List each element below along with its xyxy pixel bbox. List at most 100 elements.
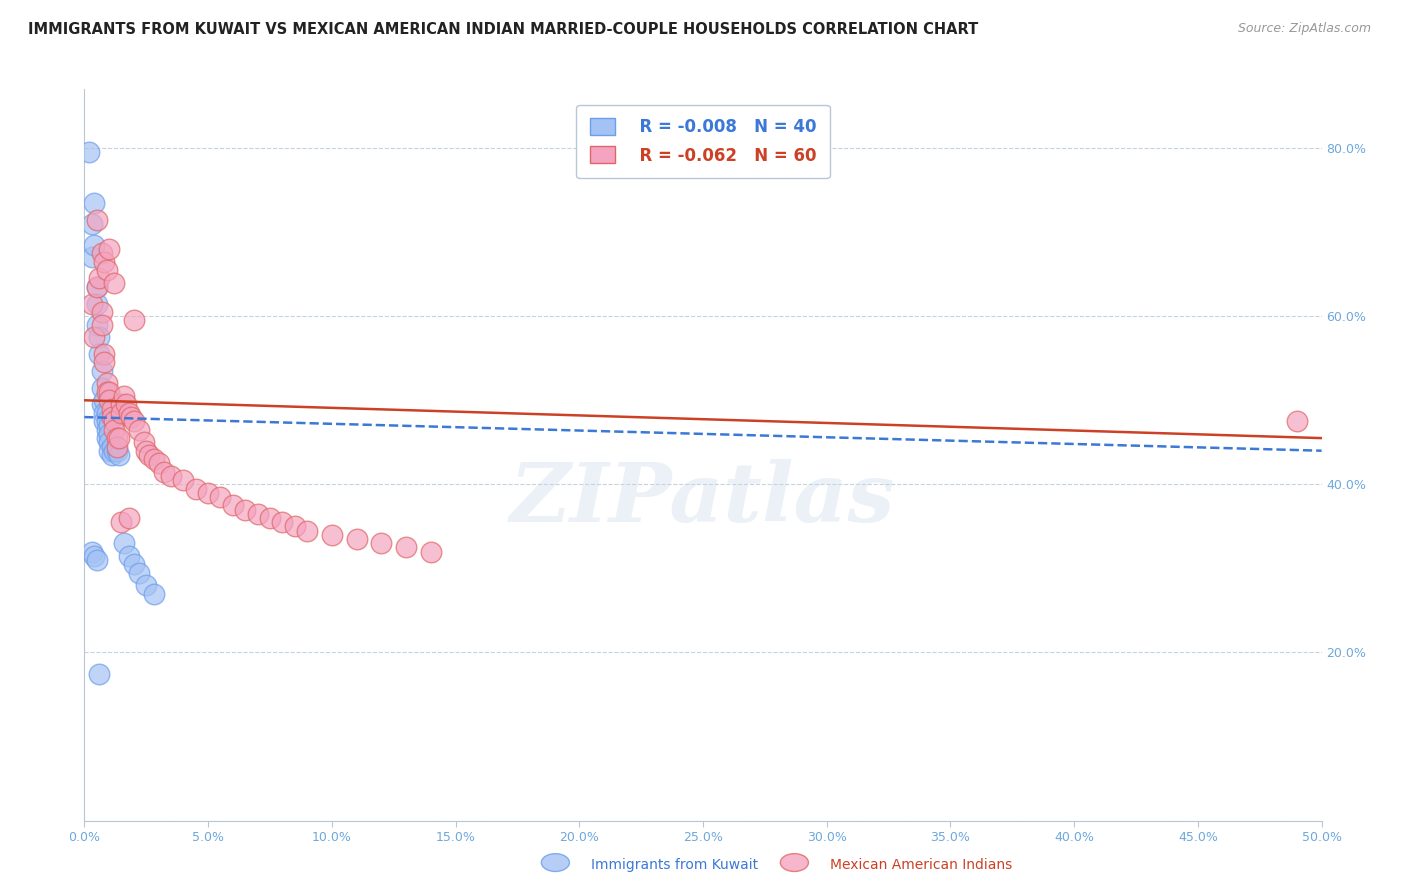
Point [90,318,112,332]
Point [370,536,392,550]
Point [96,384,118,399]
Point [321,528,343,542]
Point [128,566,150,580]
Point [118,406,141,420]
Point [295,524,318,538]
Point [105,440,128,454]
Text: IMMIGRANTS FROM KUWAIT VS MEXICAN AMERICAN INDIAN MARRIED-COUPLE HOUSEHOLDS CORR: IMMIGRANTS FROM KUWAIT VS MEXICAN AMERIC… [28,22,979,37]
Point [110,406,132,420]
Point [98,242,121,256]
Point [122,414,145,428]
Point [122,313,145,327]
Point [105,443,128,458]
Point [1285,414,1308,428]
Point [138,448,160,462]
Point [100,440,122,454]
Point [105,431,128,445]
Text: Mexican American Indians: Mexican American Indians [830,858,1012,872]
Point [108,448,131,462]
Point [132,435,155,450]
Point [112,389,135,403]
Point [148,456,170,470]
Point [90,397,112,411]
Point [419,544,441,558]
Point [93,414,115,428]
Point [103,276,125,290]
Point [135,578,157,592]
Point [96,406,118,420]
Point [93,393,115,408]
Point [83,549,105,563]
Point [98,426,121,441]
Text: ZIPatlas: ZIPatlas [510,458,896,539]
Point [96,414,118,428]
Point [395,541,418,555]
Point [83,237,105,252]
Point [89,666,111,681]
Point [86,553,108,567]
Point [90,246,112,260]
Point [142,587,165,601]
Point [233,502,256,516]
Point [108,431,131,445]
Point [100,410,122,425]
Point [98,443,121,458]
Point [346,532,368,546]
Point [246,507,269,521]
Point [80,251,103,265]
Point [259,511,281,525]
Point [122,558,145,572]
Point [152,465,174,479]
Point [96,376,118,391]
Point [86,279,108,293]
Point [96,423,118,437]
Point [135,443,157,458]
Point [86,279,108,293]
Point [172,473,194,487]
Point [80,296,103,310]
Point [271,515,294,529]
Point [110,406,132,420]
Text: Source: ZipAtlas.com: Source: ZipAtlas.com [1237,22,1371,36]
Point [100,448,122,462]
Text: Immigrants from Kuwait: Immigrants from Kuwait [591,858,758,872]
Point [110,397,132,411]
Point [93,355,115,369]
Circle shape [780,854,808,871]
Point [86,318,108,332]
Point [142,452,165,467]
Point [86,212,108,227]
Point [98,384,121,399]
Point [80,217,103,231]
Point [96,431,118,445]
Point [79,145,101,160]
Point [103,414,125,428]
Circle shape [541,854,569,871]
Point [89,271,111,285]
Point [98,435,121,450]
Point [115,397,138,411]
Point [86,296,108,310]
Point [100,401,122,416]
Point [96,263,118,277]
Point [80,544,103,558]
Point [118,511,141,525]
Legend:   R = -0.008   N = 40,   R = -0.062   N = 60: R = -0.008 N = 40, R = -0.062 N = 60 [576,105,830,178]
Point [93,254,115,268]
Point [103,443,125,458]
Point [184,482,207,496]
Point [89,330,111,344]
Point [197,485,219,500]
Point [93,406,115,420]
Point [209,490,232,504]
Point [222,499,245,513]
Point [83,330,105,344]
Point [93,347,115,361]
Point [120,410,142,425]
Point [110,515,132,529]
Point [90,305,112,319]
Point [160,469,183,483]
Point [284,519,307,533]
Point [83,195,105,210]
Point [89,347,111,361]
